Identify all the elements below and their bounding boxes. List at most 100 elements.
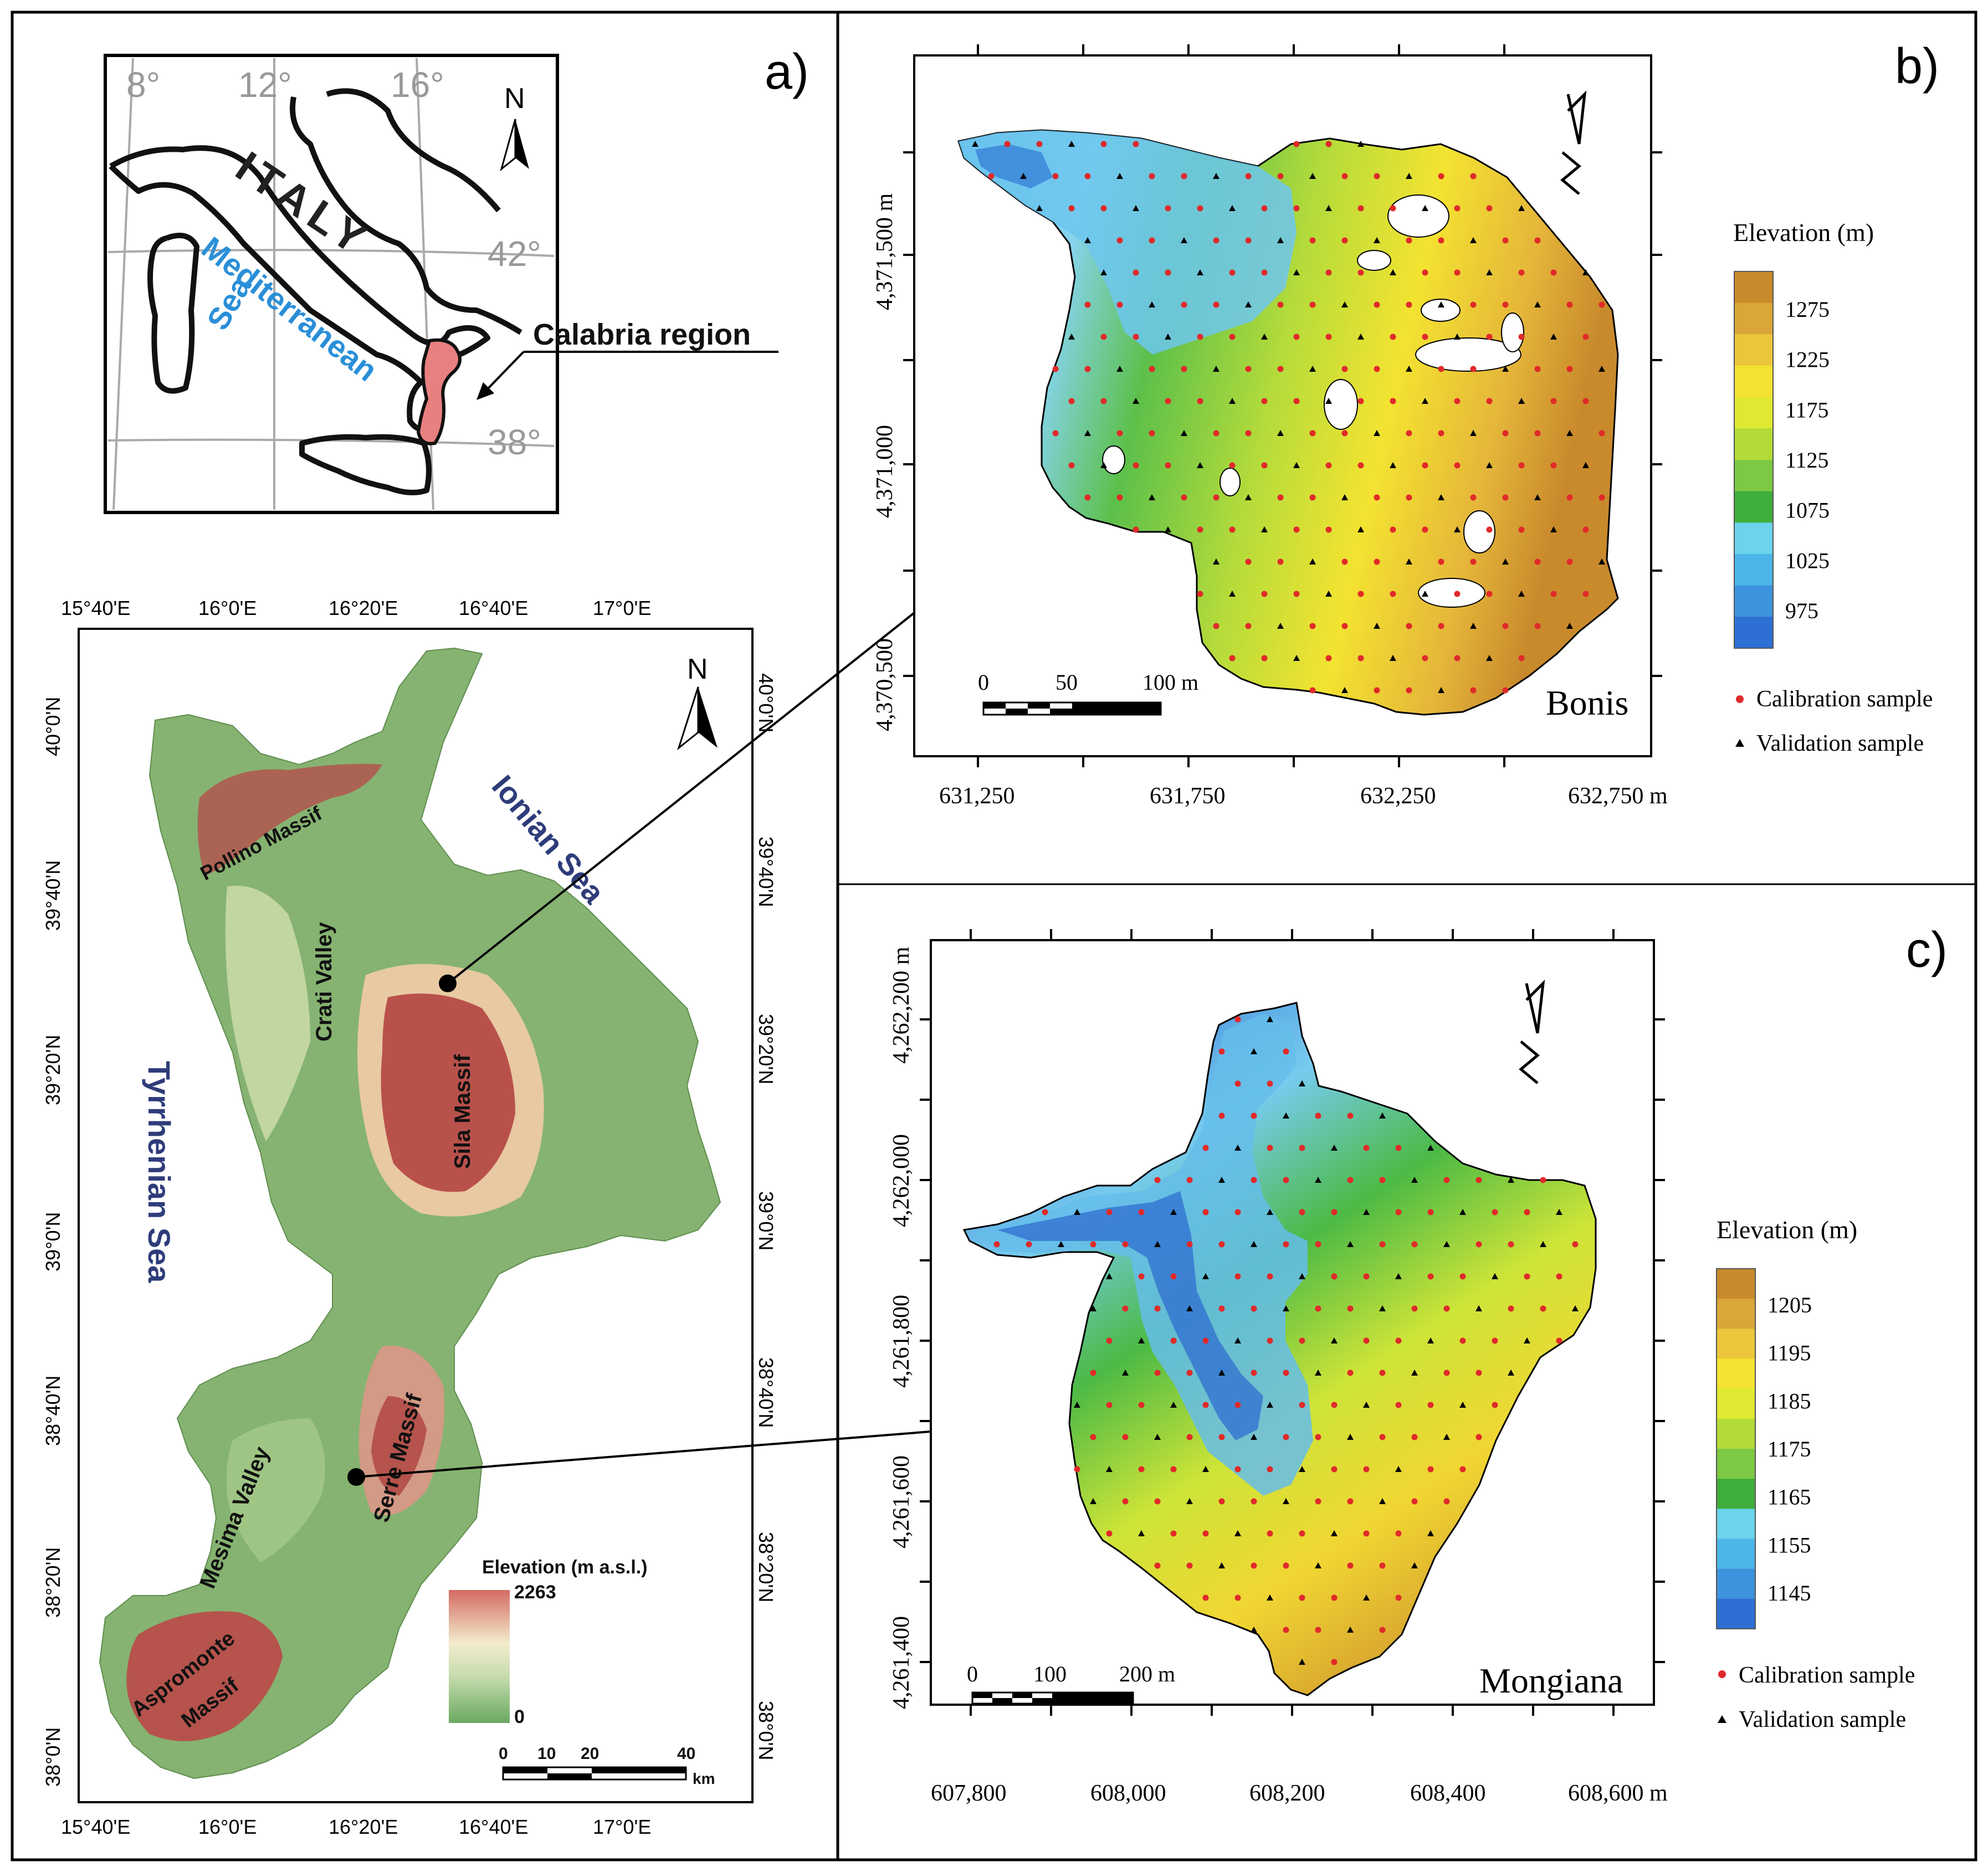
calibration-sample-point [1261, 655, 1268, 661]
legend-color-swatch [1734, 397, 1773, 429]
calibration-sample-icon [1736, 695, 1744, 703]
legend-color-swatch [1734, 302, 1773, 335]
inset-lat-42: 42° [488, 234, 541, 274]
svg-text:0: 0 [967, 1661, 978, 1686]
svg-text:km: km [693, 1770, 715, 1787]
calibration-sample-point [1454, 591, 1461, 597]
validation-sample-point [1138, 1337, 1145, 1343]
calibration-sample-point [1315, 1627, 1321, 1633]
calibration-sample-point [1566, 366, 1573, 372]
calibration-sample-point [1379, 1241, 1386, 1248]
calibration-sample-point [1540, 1177, 1546, 1183]
validation-sample-point [1363, 1402, 1370, 1408]
calibration-sample-point [1181, 494, 1187, 501]
calibration-sample-point [1502, 430, 1509, 437]
serre-relief-inner [371, 1396, 427, 1496]
calibration-sample-point [1068, 398, 1075, 404]
calibration-sample-point [1566, 301, 1573, 308]
validation-sample-point [1299, 1273, 1305, 1279]
calibration-sample-point [1470, 494, 1477, 501]
legend-value-label: 1025 [1785, 548, 1830, 573]
calibration-sample-point [1213, 430, 1220, 437]
calibration-sample-icon [1718, 1670, 1726, 1678]
calibration-sample-point [1309, 687, 1316, 694]
calabria-scale-bar: 0 10 20 40 km [499, 1745, 715, 1787]
validation-sample-point [1443, 1241, 1450, 1247]
calibration-sample-point [1277, 173, 1284, 179]
validation-sample-icon [1735, 739, 1744, 747]
validation-sample-point [1534, 301, 1541, 307]
svg-text:Calibration sample: Calibration sample [1756, 686, 1933, 712]
legend-color-swatch [1717, 1418, 1755, 1449]
calibration-sample-point [1170, 1337, 1177, 1344]
calibration-sample-point [1154, 1370, 1161, 1376]
calibration-sample-point [1251, 1305, 1257, 1312]
validation-sample-point [1100, 462, 1107, 468]
bonis-y-ticks: 4,370,500 4,371,000 4,371,500 m [872, 193, 898, 732]
svg-text:4,371,500 m: 4,371,500 m [872, 193, 898, 311]
calibration-sample-point [1454, 398, 1461, 404]
calibration-sample-point [1518, 334, 1525, 340]
svg-text:608,400: 608,400 [1410, 1781, 1486, 1806]
validation-sample-point [1058, 1241, 1064, 1247]
calibration-sample-point [1218, 1048, 1225, 1055]
mesima-valley-relief [226, 1418, 325, 1562]
validation-sample-point [1218, 1370, 1225, 1376]
aspromonte-relief [126, 1611, 283, 1741]
calibration-sample-point [1502, 237, 1509, 244]
validation-sample-point [1106, 1273, 1113, 1279]
calibration-sample-point [1390, 205, 1396, 212]
validation-sample-point [1325, 398, 1332, 404]
calibration-sample-point [1438, 430, 1444, 437]
calibration-sample-point [1267, 1530, 1273, 1537]
validation-sample-point [1218, 1177, 1225, 1183]
svg-text:607,800: 607,800 [931, 1781, 1007, 1806]
validation-sample-point [1277, 237, 1284, 243]
sila-label: Sila Massif [450, 1054, 475, 1169]
legend-color-swatch [1734, 271, 1773, 304]
legend-color-swatch [1717, 1388, 1755, 1419]
svg-text:20: 20 [581, 1745, 599, 1763]
calibration-sample-point [1052, 366, 1059, 372]
validation-sample-point [1090, 1498, 1097, 1504]
pollino-relief [197, 763, 382, 875]
calibration-sample-point [1202, 1594, 1209, 1601]
validation-sample-point [1411, 1562, 1418, 1568]
svg-text:608,600 m: 608,600 m [1568, 1781, 1668, 1806]
calibration-sample-point [1202, 1530, 1209, 1537]
validation-sample-point [1197, 462, 1203, 468]
legend-color-swatch [1717, 1509, 1755, 1539]
validation-sample-point [1470, 237, 1477, 243]
validation-sample-point [1213, 558, 1220, 565]
calibration-sample-point [1267, 1080, 1273, 1087]
calibration-sample-point [1122, 1241, 1129, 1248]
calabria-highlight [416, 338, 462, 445]
validation-sample-point [1341, 687, 1348, 693]
validation-sample-point [1293, 462, 1300, 468]
validation-sample-point [1395, 1273, 1402, 1279]
validation-sample-point [1379, 1112, 1386, 1119]
inset-lon-16: 16° [391, 65, 444, 105]
validation-sample-point [1084, 237, 1091, 243]
validation-sample-point [1347, 1627, 1354, 1633]
calibration-sample-point [1357, 591, 1364, 597]
calibration-sample-point [1374, 366, 1380, 372]
calibration-sample-point [1197, 205, 1203, 212]
legend-color-swatch [1717, 1358, 1755, 1389]
svg-text:Elevation (m): Elevation (m) [1733, 218, 1874, 247]
svg-text:100 m: 100 m [1142, 670, 1198, 695]
calibration-sample-point [1251, 1562, 1257, 1569]
calibration-sample-point [1245, 558, 1252, 565]
validation-sample-point [1315, 1177, 1321, 1183]
validation-sample-point [1582, 269, 1589, 275]
calibration-sample-point [1309, 301, 1316, 308]
calibration-sample-point [1138, 1273, 1145, 1280]
validation-sample-point [1090, 1305, 1097, 1311]
validation-sample-point [1331, 1145, 1338, 1151]
calibration-sample-point [1202, 1209, 1209, 1215]
validation-sample-point [1374, 237, 1380, 243]
calibration-sample-point [1422, 526, 1428, 533]
calibration-sample-point [1341, 430, 1348, 437]
svg-text:N: N [504, 83, 525, 115]
validation-sample-point [1186, 1498, 1193, 1504]
